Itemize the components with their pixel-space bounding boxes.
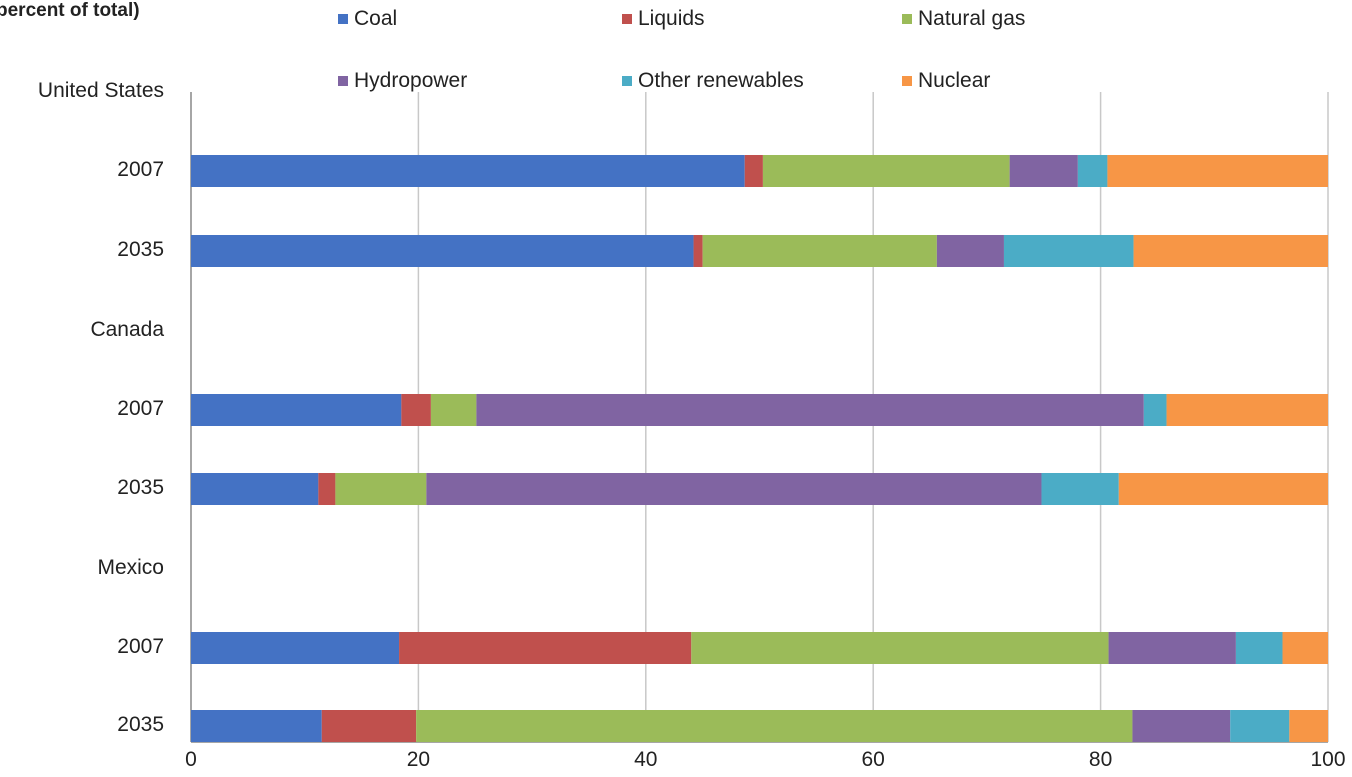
tick-label: 60: [861, 748, 885, 771]
bar-segment-coal-row-2: [191, 235, 694, 267]
category-label: 2035: [117, 713, 164, 736]
tick-label: 80: [1088, 748, 1113, 771]
legend-swatch: [338, 14, 348, 24]
legend-label: Coal: [354, 7, 398, 30]
bar-segment-other-renewables-row-4: [1143, 394, 1167, 426]
bar-segment-nuclear-row-7: [1282, 632, 1328, 664]
legend-swatch: [622, 76, 632, 86]
legend-swatch: [902, 14, 912, 24]
bar-segment-liquids-row-8: [321, 710, 417, 742]
bar-segment-hydropower-row-7: [1108, 632, 1236, 664]
bar-segment-nuclear-row-2: [1133, 235, 1328, 267]
bar-segment-hydropower-row-8: [1132, 710, 1231, 742]
category-label: 2007: [117, 397, 164, 420]
legend-swatch: [338, 76, 348, 86]
bar-segment-nuclear-row-1: [1107, 155, 1328, 187]
bar-segment-natural-gas-row-1: [762, 155, 1010, 187]
bar-segment-hydropower-row-2: [936, 235, 1004, 267]
legend-swatch: [902, 76, 912, 86]
bar-segment-natural-gas-row-5: [335, 473, 427, 505]
category-label: 2007: [117, 635, 164, 658]
bar-segment-liquids-row-1: [744, 155, 763, 187]
legend-item-liquids: Liquids: [622, 7, 705, 31]
bar-segment-nuclear-row-4: [1166, 394, 1328, 426]
legend-label: Natural gas: [918, 7, 1026, 30]
bar-segment-natural-gas-row-7: [691, 632, 1109, 664]
category-label: 2007: [117, 158, 164, 181]
bar-segment-other-renewables-row-2: [1003, 235, 1134, 267]
legend-label: Hydropower: [354, 69, 468, 92]
bar-segment-nuclear-row-5: [1118, 473, 1328, 505]
bar-segment-hydropower-row-4: [476, 394, 1144, 426]
bar-segment-nuclear-row-8: [1289, 710, 1328, 742]
chart-subtitle: percent of total): [0, 0, 140, 21]
bar-segment-hydropower-row-5: [426, 473, 1042, 505]
bar-segment-coal-row-1: [191, 155, 745, 187]
category-label: Mexico: [97, 556, 164, 579]
category-label: Canada: [90, 318, 164, 341]
bar-segment-other-renewables-row-7: [1235, 632, 1283, 664]
bar-segment-liquids-row-2: [693, 235, 703, 267]
category-label: United States: [37, 79, 164, 102]
bar-segment-liquids-row-7: [399, 632, 692, 664]
bar-segment-liquids-row-5: [318, 473, 336, 505]
legend-item-hydropower: Hydropower: [338, 69, 467, 93]
bar-segment-other-renewables-row-5: [1041, 473, 1119, 505]
category-label: 2035: [117, 476, 164, 499]
legend-item-other-renewables: Other renewables: [622, 69, 804, 93]
bar-segment-coal-row-8: [191, 710, 322, 742]
legend-swatch: [622, 14, 632, 24]
bar-segment-coal-row-7: [191, 632, 400, 664]
bar-segment-other-renewables-row-1: [1077, 155, 1108, 187]
category-label: 2035: [117, 238, 164, 261]
legend-item-natural-gas: Natural gas: [902, 7, 1025, 31]
legend-label: Other renewables: [638, 69, 804, 92]
bar-segment-natural-gas-row-4: [430, 394, 477, 426]
bar-segment-natural-gas-row-2: [702, 235, 937, 267]
bar-segment-coal-row-5: [191, 473, 319, 505]
bar-segment-coal-row-4: [191, 394, 402, 426]
legend-label: Nuclear: [918, 69, 991, 92]
bar-segment-hydropower-row-1: [1009, 155, 1078, 187]
tick-label: 20: [406, 748, 431, 771]
tick-label: 100: [1310, 748, 1346, 771]
tick-label: 0: [185, 748, 197, 771]
tick-label: 40: [634, 748, 658, 771]
bar-segment-other-renewables-row-8: [1230, 710, 1290, 742]
bar-segment-liquids-row-4: [401, 394, 431, 426]
legend-item-coal: Coal: [338, 7, 397, 31]
legend-label: Liquids: [638, 7, 705, 30]
legend-item-nuclear: Nuclear: [902, 69, 990, 93]
bar-segment-natural-gas-row-8: [416, 710, 1133, 742]
